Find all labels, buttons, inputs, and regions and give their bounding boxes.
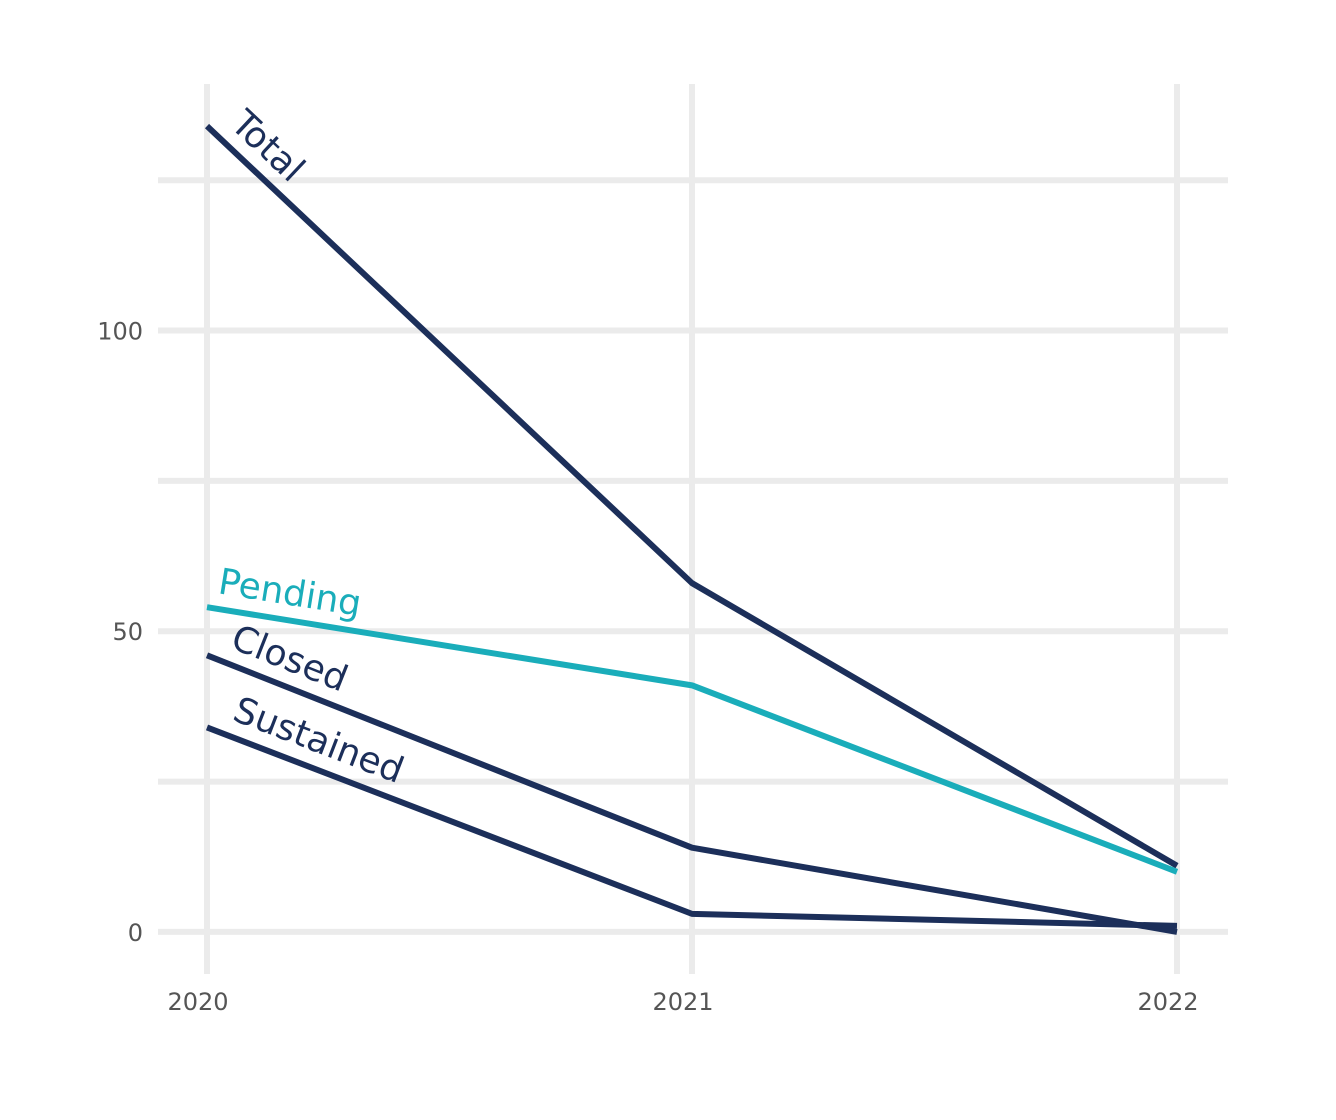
- x-tick-label: 2021: [652, 988, 713, 1016]
- series-label-total: Total: [222, 102, 312, 190]
- x-tick-label: 2022: [1137, 988, 1198, 1016]
- series-line-closed: [205, 652, 1178, 935]
- y-tick-label: 0: [128, 919, 143, 947]
- gridlines: [158, 84, 1228, 974]
- series-lines: [204, 123, 1179, 935]
- x-axis-ticks: 2020 2021 2022: [167, 988, 1198, 1016]
- y-tick-label: 50: [112, 618, 143, 646]
- y-tick-label: 100: [97, 318, 143, 346]
- series-line-total: [204, 123, 1179, 869]
- series-label-pending: Pending: [216, 562, 365, 625]
- series-line-pending: [206, 604, 1179, 875]
- x-tick-label: 2020: [167, 988, 228, 1016]
- y-axis-ticks: 0 50 100: [97, 318, 143, 947]
- series-line-sustained: [205, 724, 1178, 929]
- series-label-sustained: Sustained: [228, 690, 409, 792]
